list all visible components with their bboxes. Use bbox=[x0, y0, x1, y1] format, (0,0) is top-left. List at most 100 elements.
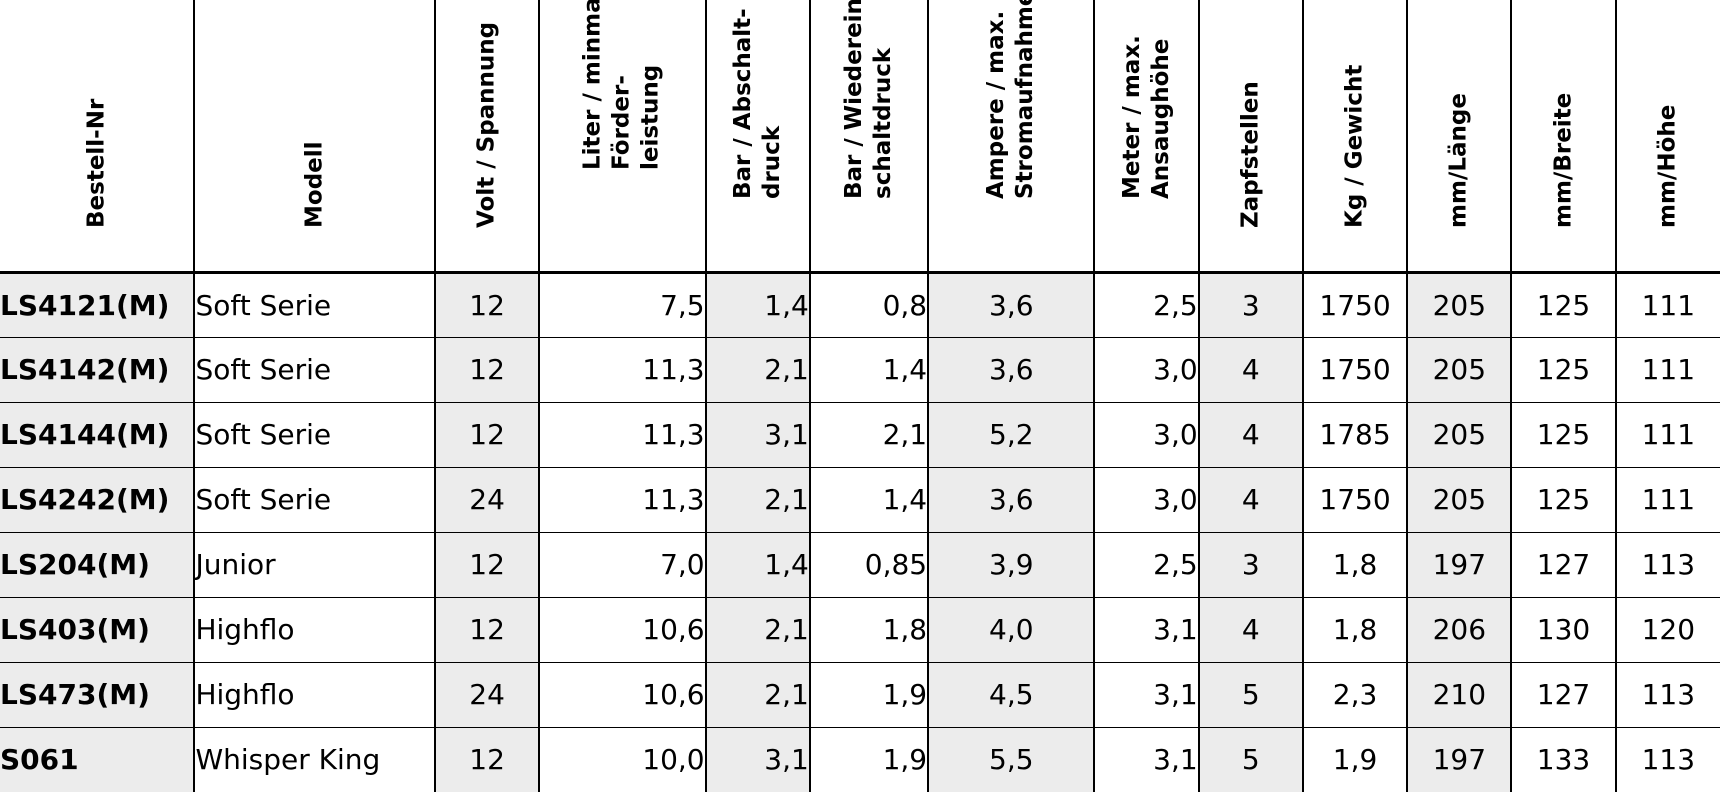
cell-hoehe: 111 bbox=[1615, 402, 1720, 468]
cell-ansaughoehe: 3,0 bbox=[1094, 337, 1200, 403]
column-header-zapfstellen: Zapfstellen bbox=[1198, 0, 1304, 274]
cell-stromaufnahme: 5,2 bbox=[928, 402, 1096, 468]
cell-ansaughoehe: 3,0 bbox=[1094, 467, 1200, 533]
cell-gewicht: 1785 bbox=[1302, 402, 1409, 468]
cell-modell: Highflo bbox=[194, 597, 436, 663]
cell-bestell-nr: LS204(M) bbox=[0, 532, 196, 598]
column-header-label: mm/Länge bbox=[1445, 92, 1472, 228]
table-body: LS4121(M) Soft Serie 12 7,5 1,4 0,8 3,6 2,5 3 175… bbox=[0, 272, 1720, 792]
column-header-label: mm/Breite bbox=[1550, 92, 1577, 228]
column-header-gewicht: Kg / Gewicht bbox=[1302, 0, 1409, 274]
cell-wiedereinschaltdruck: 1,9 bbox=[809, 662, 930, 728]
cell-modell: Whisper King bbox=[194, 727, 436, 792]
cell-spannung: 12 bbox=[434, 402, 541, 468]
column-header-laenge: mm/Länge bbox=[1407, 0, 1513, 274]
cell-wiedereinschaltdruck: 1,8 bbox=[809, 597, 930, 663]
cell-bestell-nr: LS4144(M) bbox=[0, 402, 196, 468]
cell-hoehe: 111 bbox=[1615, 272, 1720, 338]
cell-wiedereinschaltdruck: 0,8 bbox=[809, 272, 930, 338]
cell-bestell-nr: LS4242(M) bbox=[0, 467, 196, 533]
cell-hoehe: 113 bbox=[1615, 662, 1720, 728]
cell-hoehe: 113 bbox=[1615, 532, 1720, 598]
cell-wiedereinschaltdruck: 1,9 bbox=[809, 727, 930, 792]
table-row: LS204(M) Junior 12 7,0 1,4 0,85 3,9 2,5 3 1,8 197 1… bbox=[0, 532, 1720, 598]
column-header-label: Modell bbox=[301, 140, 328, 228]
column-header-label: Liter / minmax. Förder- leistung bbox=[579, 0, 664, 170]
cell-gewicht: 2,3 bbox=[1302, 662, 1409, 728]
cell-ansaughoehe: 2,5 bbox=[1094, 272, 1200, 338]
cell-laenge: 197 bbox=[1407, 727, 1513, 792]
cell-abschaltdruck: 1,4 bbox=[705, 532, 811, 598]
cell-laenge: 205 bbox=[1407, 467, 1513, 533]
cell-gewicht: 1,9 bbox=[1302, 727, 1409, 792]
cell-spannung: 24 bbox=[434, 662, 541, 728]
cell-breite: 125 bbox=[1511, 337, 1617, 403]
column-header-hoehe: mm/Höhe bbox=[1615, 0, 1720, 274]
cell-spannung: 24 bbox=[434, 467, 541, 533]
cell-breite: 125 bbox=[1511, 272, 1617, 338]
table-row: LS4242(M) Soft Serie 24 11,3 2,1 1,4 3,6 3,0 4 17… bbox=[0, 467, 1720, 533]
cell-abschaltdruck: 1,4 bbox=[705, 272, 811, 338]
cell-hoehe: 120 bbox=[1615, 597, 1720, 663]
column-header-label: Bar / Abschalt- druck bbox=[729, 7, 785, 199]
column-header-modell: Modell bbox=[194, 0, 436, 274]
table-row: LS4144(M) Soft Serie 12 11,3 3,1 2,1 5,2 3,0 4 17… bbox=[0, 402, 1720, 468]
table-row: LS4142(M) Soft Serie 12 11,3 2,1 1,4 3,6 3,0 4 17… bbox=[0, 337, 1720, 403]
table-row: LS4121(M) Soft Serie 12 7,5 1,4 0,8 3,6 2,5 3 175… bbox=[0, 272, 1720, 338]
column-header-label: Kg / Gewicht bbox=[1341, 64, 1368, 228]
cell-abschaltdruck: 2,1 bbox=[705, 467, 811, 533]
cell-zapfstellen: 5 bbox=[1198, 662, 1304, 728]
cell-bestell-nr: LS4121(M) bbox=[0, 272, 196, 338]
table-row: LS473(M) Highflo 24 10,6 2,1 1,9 4,5 3,1 5 2,3 210… bbox=[0, 662, 1720, 728]
cell-wiedereinschaltdruck: 2,1 bbox=[809, 402, 930, 468]
cell-gewicht: 1750 bbox=[1302, 337, 1409, 403]
cell-wiedereinschaltdruck: 0,85 bbox=[809, 532, 930, 598]
cell-bestell-nr: LS4142(M) bbox=[0, 337, 196, 403]
cell-hoehe: 111 bbox=[1615, 337, 1720, 403]
column-header-stromaufnahme: Ampere / max. Stromaufnahme bbox=[928, 0, 1096, 274]
cell-modell: Soft Serie bbox=[194, 402, 436, 468]
column-header-spannung: Volt / Spannung bbox=[434, 0, 541, 274]
cell-spannung: 12 bbox=[434, 337, 541, 403]
cell-ansaughoehe: 2,5 bbox=[1094, 532, 1200, 598]
cell-breite: 127 bbox=[1511, 532, 1617, 598]
cell-foerderleistung: 7,5 bbox=[539, 272, 707, 338]
column-header-ansaughoehe: Meter / max. Ansaughöhe bbox=[1094, 0, 1200, 274]
cell-foerderleistung: 11,3 bbox=[539, 467, 707, 533]
cell-zapfstellen: 4 bbox=[1198, 337, 1304, 403]
cell-zapfstellen: 5 bbox=[1198, 727, 1304, 792]
cell-breite: 125 bbox=[1511, 402, 1617, 468]
cell-stromaufnahme: 4,0 bbox=[928, 597, 1096, 663]
cell-zapfstellen: 4 bbox=[1198, 467, 1304, 533]
column-header-label: Ampere / max. Stromaufnahme bbox=[983, 0, 1039, 199]
cell-abschaltdruck: 2,1 bbox=[705, 662, 811, 728]
cell-laenge: 205 bbox=[1407, 272, 1513, 338]
cell-spannung: 12 bbox=[434, 532, 541, 598]
column-header-label: Bar / Wiederein- schaltdruck bbox=[840, 0, 896, 199]
cell-bestell-nr: LS473(M) bbox=[0, 662, 196, 728]
cell-gewicht: 1750 bbox=[1302, 467, 1409, 533]
cell-foerderleistung: 10,6 bbox=[539, 662, 707, 728]
cell-abschaltdruck: 2,1 bbox=[705, 337, 811, 403]
cell-zapfstellen: 4 bbox=[1198, 402, 1304, 468]
cell-gewicht: 1,8 bbox=[1302, 597, 1409, 663]
column-header-label: mm/Höhe bbox=[1654, 104, 1681, 228]
cell-breite: 133 bbox=[1511, 727, 1617, 792]
cell-laenge: 210 bbox=[1407, 662, 1513, 728]
cell-foerderleistung: 7,0 bbox=[539, 532, 707, 598]
cell-hoehe: 113 bbox=[1641, 743, 1696, 777]
cell-stromaufnahme: 3,9 bbox=[928, 532, 1096, 598]
cell-modell: Soft Serie bbox=[194, 467, 436, 533]
cell-breite: 127 bbox=[1511, 662, 1617, 728]
cell-modell: Soft Serie bbox=[194, 272, 436, 338]
cell-stromaufnahme: 3,6 bbox=[928, 467, 1096, 533]
cell-modell: Junior bbox=[194, 532, 436, 598]
cell-stromaufnahme: 3,6 bbox=[928, 337, 1096, 403]
cell-ansaughoehe: 3,1 bbox=[1094, 597, 1200, 663]
cell-bestell-nr: S061 bbox=[0, 727, 196, 792]
column-header-label: Bestell-Nr bbox=[83, 98, 110, 228]
cell-spannung: 12 bbox=[434, 727, 541, 792]
cell-abschaltdruck: 3,1 bbox=[705, 727, 811, 792]
cell-zapfstellen: 3 bbox=[1198, 532, 1304, 598]
cell-laenge: 205 bbox=[1407, 402, 1513, 468]
